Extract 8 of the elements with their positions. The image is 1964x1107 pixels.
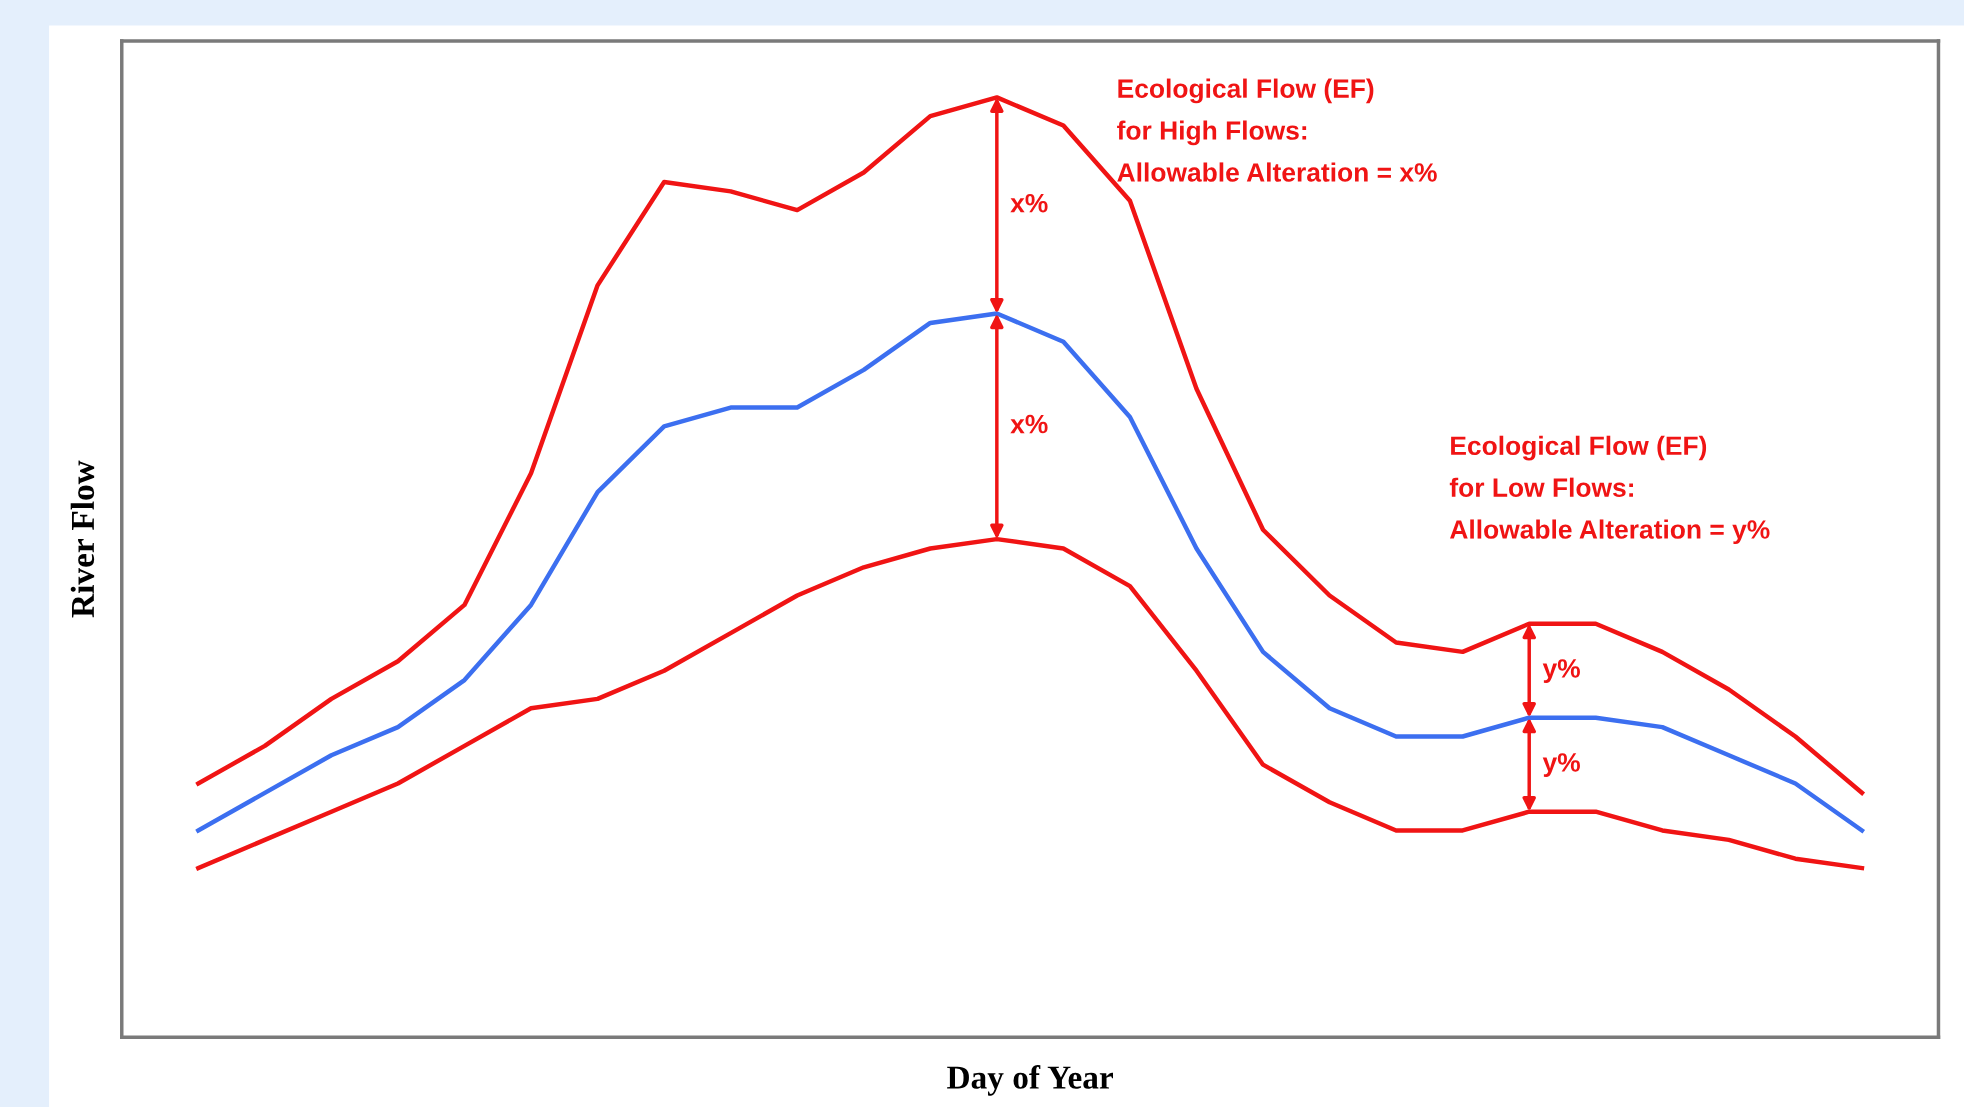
annotation: Ecological Flow (EF) for High Flows: Allowable Alteration = x% bbox=[1117, 78, 1437, 182]
y-axis-title: River Flow bbox=[70, 460, 95, 618]
x-axis-title: Day of Year bbox=[947, 1065, 1113, 1096]
annotation: x% bbox=[1010, 414, 1048, 434]
annotation: Ecological Flow (EF) for Low Flows: Allowable Alteration = y% bbox=[1449, 435, 1770, 545]
annotation: y% bbox=[1542, 659, 1580, 683]
annotation: y% bbox=[1542, 753, 1580, 777]
annotation: x% bbox=[1010, 193, 1048, 213]
